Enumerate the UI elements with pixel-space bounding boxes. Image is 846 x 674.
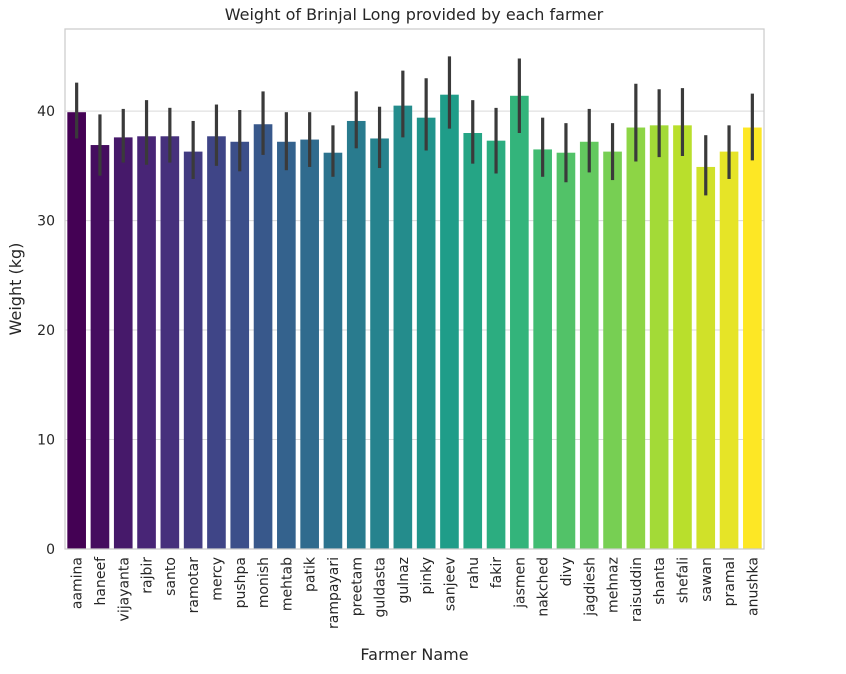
bar-santo — [160, 136, 180, 549]
x-tick-label: haneef — [93, 556, 109, 606]
bar-monish — [253, 124, 273, 550]
x-tick-label: fakir — [489, 557, 505, 589]
x-tick-label: shanta — [652, 557, 668, 605]
bars — [67, 94, 762, 550]
bar-aamina — [67, 112, 86, 549]
y-tick-label: 40 — [37, 104, 55, 120]
x-tick-label: rampayari — [326, 557, 342, 629]
bar-nakched — [533, 149, 552, 549]
bar-pramal — [719, 151, 739, 549]
x-tick-label: divy — [559, 557, 575, 586]
x-axis-ticks: aamina haneef vijayanta rajbir santo ramotar m… — [70, 556, 762, 629]
x-tick-label: pinky — [419, 557, 435, 595]
y-axis-label: Weight (kg) — [6, 243, 25, 336]
y-tick-label: 30 — [37, 214, 55, 230]
x-tick-label: raisuddin — [629, 557, 645, 622]
bar-haneef — [90, 145, 110, 549]
bar-mercy — [207, 136, 226, 549]
bar-vijayanta — [113, 137, 133, 549]
x-tick-label: monish — [256, 557, 272, 608]
x-tick-label: jagdiesh — [582, 557, 598, 617]
y-tick-label: 10 — [37, 433, 55, 449]
bar-rajbir — [137, 136, 156, 549]
x-tick-label: anushka — [745, 557, 761, 616]
x-tick-label: pushpa — [233, 557, 249, 608]
x-tick-label: mehnaz — [606, 557, 622, 613]
bar-gulnaz — [393, 105, 413, 549]
x-tick-label: pramal — [722, 557, 738, 606]
x-tick-label: preetam — [349, 557, 365, 616]
bar-sawan — [696, 166, 716, 550]
bar-raisuddin — [626, 127, 646, 550]
bar-patik — [300, 139, 319, 549]
bar-shefali — [673, 125, 692, 549]
bar-anushka — [743, 127, 762, 550]
x-tick-label: sanjeev — [442, 557, 458, 611]
x-tick-label: shefali — [675, 557, 691, 603]
x-tick-label: ramotar — [186, 557, 202, 614]
bar-jagdiesh — [579, 141, 599, 550]
bar-pushpa — [230, 141, 250, 550]
bar-pinky — [416, 117, 436, 550]
error-bars — [75, 56, 754, 196]
bar-sanjeev — [440, 94, 459, 550]
x-tick-label: sawan — [699, 557, 715, 602]
y-tick-label: 20 — [37, 323, 55, 339]
bar-rampayari — [323, 152, 343, 549]
bar-shanta — [649, 125, 669, 549]
x-tick-label: rajbir — [140, 557, 156, 594]
plot-frame — [64, 28, 765, 550]
x-tick-label: rahu — [466, 557, 482, 589]
bar-preetam — [346, 120, 366, 550]
bar-jasmen — [510, 95, 529, 550]
bar-fakir — [486, 140, 506, 550]
bar-mehtab — [277, 141, 296, 550]
bar-rahu — [463, 133, 483, 549]
x-tick-label: aamina — [70, 557, 86, 609]
bar-guldasta — [370, 138, 389, 549]
y-axis-ticks: 0 10 20 30 40 — [37, 104, 55, 558]
chart-title: Weight of Brinjal Long provided by each … — [225, 5, 604, 24]
bar-divy — [556, 152, 576, 549]
y-tick-label: 0 — [46, 542, 55, 558]
x-tick-label: mehtab — [279, 557, 295, 611]
x-tick-label: jasmen — [512, 557, 528, 609]
x-tick-label: guldasta — [373, 557, 389, 617]
x-axis-label: Farmer Name — [360, 645, 468, 664]
x-tick-label: gulnaz — [396, 557, 412, 603]
bar-mehnaz — [603, 151, 622, 549]
x-tick-label: patik — [303, 556, 319, 592]
x-tick-label: mercy — [209, 557, 225, 601]
x-tick-label: santo — [163, 557, 179, 596]
x-tick-label: vijayanta — [116, 557, 132, 621]
x-tick-label: nakched — [536, 557, 552, 617]
bar-ramotar — [183, 151, 203, 549]
